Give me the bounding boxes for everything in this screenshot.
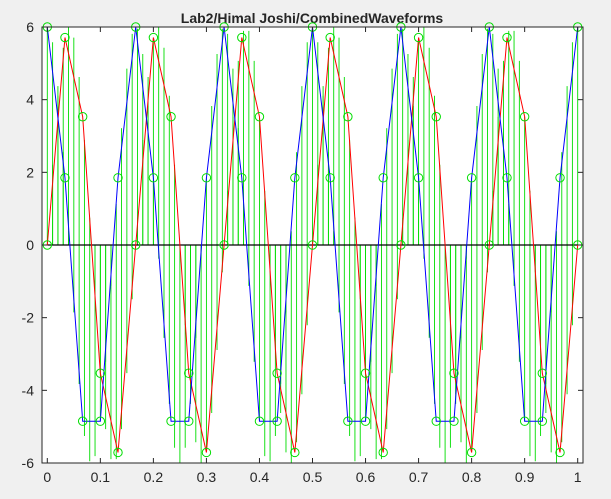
x-tick-label: 0.6 [356, 469, 376, 485]
y-tick-label: 2 [26, 164, 34, 180]
cosine-point-marker [325, 173, 335, 183]
x-tick-label: 0.3 [197, 469, 217, 485]
chart-title: Lab2/Himal Joshi/CombinedWaveforms [181, 10, 444, 26]
sine-point-marker [325, 32, 335, 43]
x-tick-label: 0.7 [409, 469, 429, 485]
sine-point-marker [449, 368, 459, 378]
sine-point-marker [113, 447, 123, 458]
cosine-point-marker [502, 173, 512, 183]
sine-point-marker [555, 447, 565, 458]
y-tick-label: 4 [26, 92, 34, 108]
cosine-point-marker [77, 416, 88, 426]
axis-ticks: 0 0.1 0.2 0.3 0.4 0.5 0.6 0.7 0.8 0.9 1 -6 -4 -2 0 2 4 6 [22, 19, 583, 485]
sine-point-marker [60, 32, 70, 43]
cosine-point-marker [466, 173, 477, 183]
cosine-point-marker [272, 416, 282, 426]
cosine-point-marker [413, 173, 424, 183]
y-tick-label: 6 [26, 19, 34, 35]
sine-point-marker [290, 447, 300, 458]
x-tick-label: 0.2 [144, 469, 164, 485]
x-tick-label: 0.5 [303, 469, 323, 485]
sine-point-marker [166, 112, 176, 122]
sine-point-marker [466, 447, 477, 458]
sine-point-marker [254, 112, 265, 122]
cosine-point-marker [166, 416, 176, 426]
cosine-point-marker [555, 173, 565, 183]
sine-point-marker [502, 32, 512, 43]
x-tick-label: 0.8 [462, 469, 482, 485]
sine-point-marker [343, 112, 353, 122]
sine-series-line [46, 37, 579, 453]
sine-point-marker [184, 368, 194, 378]
cosine-point-marker [537, 416, 548, 426]
sine-point-marker [219, 240, 229, 250]
sine-point-marker [378, 447, 388, 458]
sine-point-marker [131, 240, 141, 250]
y-tick-label: -4 [22, 382, 35, 398]
cosine-point-marker [60, 173, 70, 183]
cosine-point-marker [148, 173, 159, 183]
x-tick-label: 1 [574, 469, 582, 485]
sine-point-marker [396, 240, 406, 250]
x-tick-label: 0.4 [250, 469, 270, 485]
sample-markers [42, 22, 583, 458]
cosine-point-marker [184, 416, 194, 426]
cosine-point-marker [290, 173, 300, 183]
cosine-point-marker [449, 416, 459, 426]
x-tick-label: 0.9 [515, 469, 535, 485]
sine-point-marker [537, 368, 548, 378]
sine-point-marker [272, 368, 282, 378]
sine-point-marker [484, 240, 494, 250]
cosine-point-marker [519, 416, 530, 426]
x-tick-label: 0.1 [91, 469, 111, 485]
cosine-point-marker [431, 416, 441, 426]
x-tick-label: 0 [43, 469, 51, 485]
cosine-point-marker [237, 173, 247, 183]
sine-point-marker [77, 112, 88, 122]
sine-point-marker [360, 368, 371, 378]
sine-point-marker [148, 32, 159, 43]
sine-point-marker [431, 112, 441, 122]
sine-point-marker [307, 240, 318, 250]
cosine-point-marker [378, 173, 388, 183]
sine-point-marker [237, 32, 247, 43]
sine-point-marker [413, 32, 424, 43]
cosine-point-marker [343, 416, 353, 426]
sine-point-marker [95, 368, 106, 378]
cosine-point-marker [201, 173, 212, 183]
cosine-point-marker [113, 173, 123, 183]
cosine-point-marker [95, 416, 106, 426]
y-tick-label: -2 [22, 310, 35, 326]
sine-point-marker [519, 112, 530, 122]
y-tick-label: -6 [22, 455, 35, 471]
y-tick-label: 0 [26, 237, 34, 253]
cosine-point-marker [360, 416, 371, 426]
cosine-point-marker [254, 416, 265, 426]
sine-point-marker [201, 447, 212, 458]
